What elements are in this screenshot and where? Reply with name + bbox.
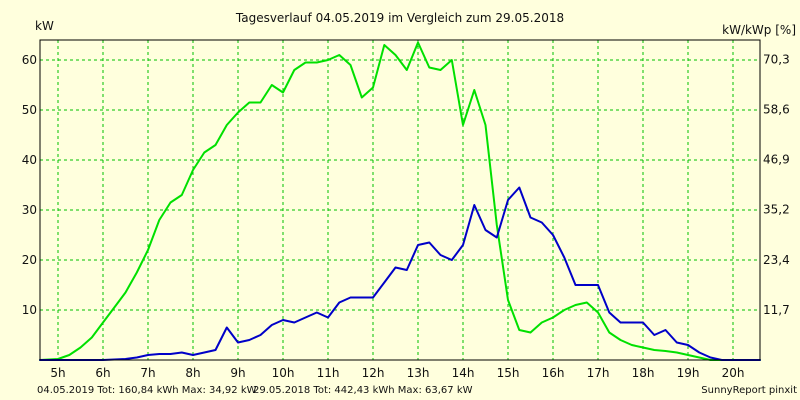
y-axis-label-right: kW/kWp [%] <box>722 23 796 37</box>
y-tick-label-left: 40 <box>22 153 37 167</box>
plot-area <box>40 40 760 360</box>
y-tick-label-right: 58,6 <box>763 103 790 117</box>
y-tick-label-right: 11,7 <box>763 303 790 317</box>
x-tick-label: 7h <box>140 366 155 380</box>
x-tick-label: 15h <box>497 366 520 380</box>
y-tick-label-right: 35,2 <box>763 203 790 217</box>
x-tick-label: 14h <box>452 366 475 380</box>
x-tick-label: 5h <box>50 366 65 380</box>
x-tick-label: 17h <box>587 366 610 380</box>
x-tick-label: 6h <box>95 366 110 380</box>
y-tick-label-right: 46,9 <box>763 153 790 167</box>
footer-series-2018: 29.05.2018 Tot: 442,43 kWh Max: 63,67 kW <box>253 385 473 396</box>
series-line-2018 <box>39 41 761 361</box>
plot-frame <box>39 39 761 361</box>
y-tick-label-left: 10 <box>22 303 37 317</box>
series-line-2019 <box>39 186 761 361</box>
x-tick-label: 13h <box>407 366 430 380</box>
footer-series-2019: 04.05.2019 Tot: 160,84 kWh Max: 34,92 kW <box>37 385 257 396</box>
chart-title: Tagesverlauf 04.05.2019 im Vergleich zum… <box>235 11 564 25</box>
y-tick-label-left: 50 <box>22 103 37 117</box>
y-tick-label-left: 20 <box>22 253 37 267</box>
y-tick-label-left: 60 <box>22 53 37 67</box>
y-tick-label-left: 30 <box>22 203 37 217</box>
footer-credit: SunnyReport pinxit <box>701 385 797 396</box>
x-tick-label: 9h <box>230 366 245 380</box>
y-axis-label-left: kW <box>35 19 54 33</box>
x-tick-label: 10h <box>272 366 295 380</box>
y-tick-label-right: 23,4 <box>763 253 790 267</box>
x-tick-label: 11h <box>317 366 340 380</box>
x-tick-label: 16h <box>542 366 565 380</box>
series-layer <box>39 41 761 361</box>
x-tick-label: 20h <box>722 366 745 380</box>
x-tick-label: 18h <box>632 366 655 380</box>
tick-layer: 5h 6h 7h 8h 9h 10h 11h 12h 13h 14h 15h 16h 17h 18h 19h… <box>22 53 790 380</box>
x-tick-label: 19h <box>677 366 700 380</box>
x-tick-label: 8h <box>185 366 200 380</box>
x-tick-label: 12h <box>362 366 385 380</box>
y-tick-label-right: 70,3 <box>763 53 790 67</box>
